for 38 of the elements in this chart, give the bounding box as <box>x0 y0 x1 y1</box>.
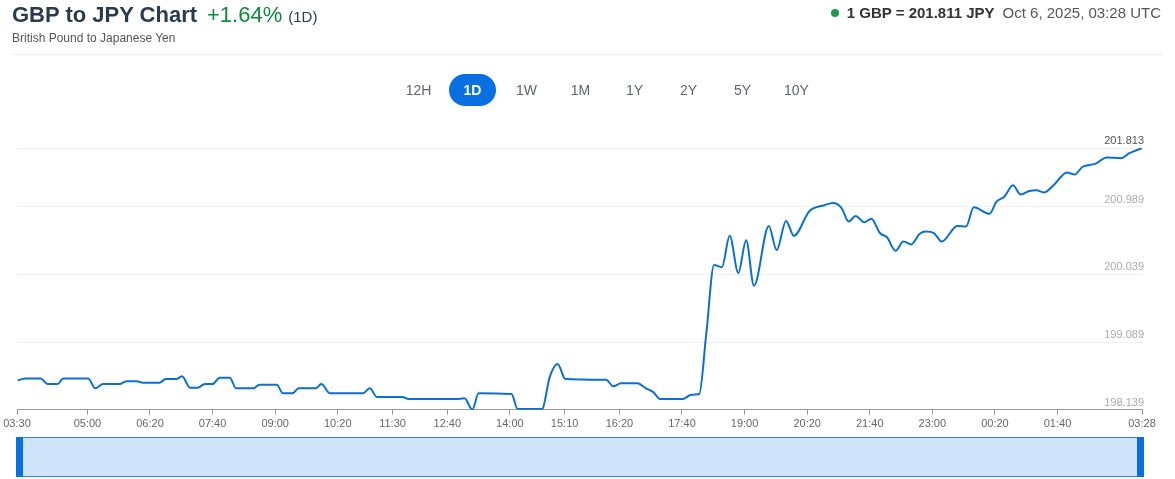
x-tick-label: 07:40 <box>198 417 227 430</box>
text: 1W <box>515 81 538 100</box>
x-tick-label: 21:40 <box>855 417 884 430</box>
x-tick-label: 17:40 <box>668 417 696 430</box>
y-tick-label: 200.989 <box>1104 192 1144 205</box>
x-tick-label: 00:20 <box>981 417 1009 430</box>
x-tick-label: 09:00 <box>261 417 289 430</box>
x-tick-label: 15:10 <box>550 417 579 430</box>
text: 1 GBP = 201.811 JPY <box>846 4 995 21</box>
text: 1D <box>449 74 496 106</box>
y-tick-label: 199.089 <box>1104 328 1144 341</box>
x-tick-label: 16:20 <box>605 417 634 430</box>
text: (1D) <box>288 8 318 25</box>
text: 5Y <box>732 81 753 100</box>
x-tick-label: 12:40 <box>433 417 462 430</box>
text: 1M <box>569 81 592 100</box>
chart-subtitle: British Pound to Japanese Yen <box>12 31 176 45</box>
x-tick-label: 03:28 <box>1128 417 1156 430</box>
x-tick-label: 05:00 <box>73 417 102 430</box>
x-tick-label: 20:20 <box>793 417 821 430</box>
chart-title: GBP to JPY Chart <box>12 2 198 28</box>
x-tick-label: 14:00 <box>496 417 524 430</box>
x-tick-label: 11:30 <box>379 417 406 430</box>
x-tick-label: 19:00 <box>730 417 759 430</box>
text: +1.64% <box>207 2 283 28</box>
text: 1Y <box>624 81 645 100</box>
text: Oct 6, 2025, 03:28 UTC <box>1002 4 1161 21</box>
text: 12H <box>404 81 433 100</box>
y-tick-label: 200.039 <box>1104 260 1144 273</box>
x-tick-label: 06:20 <box>136 417 164 430</box>
x-tick-label: 23:00 <box>918 417 947 430</box>
text: 10Y <box>783 81 810 100</box>
x-tick-label: 03:30 <box>3 417 31 430</box>
text: 2Y <box>678 81 699 100</box>
x-tick-label: 10:20 <box>323 417 352 430</box>
y-tick-label: 198.139 <box>1104 395 1144 408</box>
y-tick-label: 201.813 <box>1104 134 1144 147</box>
x-tick-label: 01:40 <box>1043 417 1072 430</box>
